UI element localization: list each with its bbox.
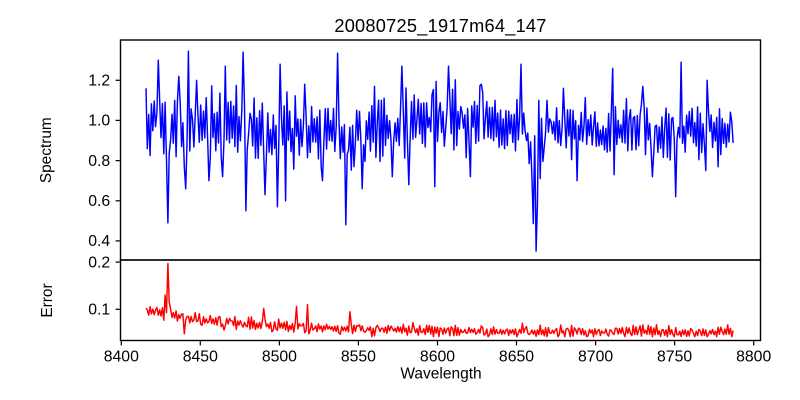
svg-text:0.8: 0.8 [88, 153, 110, 170]
svg-text:8400: 8400 [104, 349, 139, 366]
svg-text:0.6: 0.6 [88, 193, 110, 210]
svg-text:8550: 8550 [341, 349, 376, 366]
svg-text:Error: Error [39, 283, 56, 317]
svg-text:8650: 8650 [499, 349, 534, 366]
svg-text:1.0: 1.0 [88, 113, 110, 130]
svg-text:20080725_1917m64_147: 20080725_1917m64_147 [334, 16, 546, 37]
svg-text:0.4: 0.4 [88, 233, 110, 250]
svg-text:1.2: 1.2 [88, 73, 110, 90]
svg-text:8500: 8500 [262, 349, 297, 366]
svg-text:8450: 8450 [183, 349, 218, 366]
svg-text:0.2: 0.2 [88, 254, 110, 271]
svg-text:8800: 8800 [736, 349, 771, 366]
svg-text:8750: 8750 [657, 349, 692, 366]
svg-text:Spectrum: Spectrum [38, 117, 55, 183]
svg-text:0.1: 0.1 [88, 302, 110, 319]
svg-text:Wavelength: Wavelength [400, 366, 481, 383]
svg-text:8600: 8600 [420, 349, 455, 366]
svg-text:8700: 8700 [578, 349, 613, 366]
